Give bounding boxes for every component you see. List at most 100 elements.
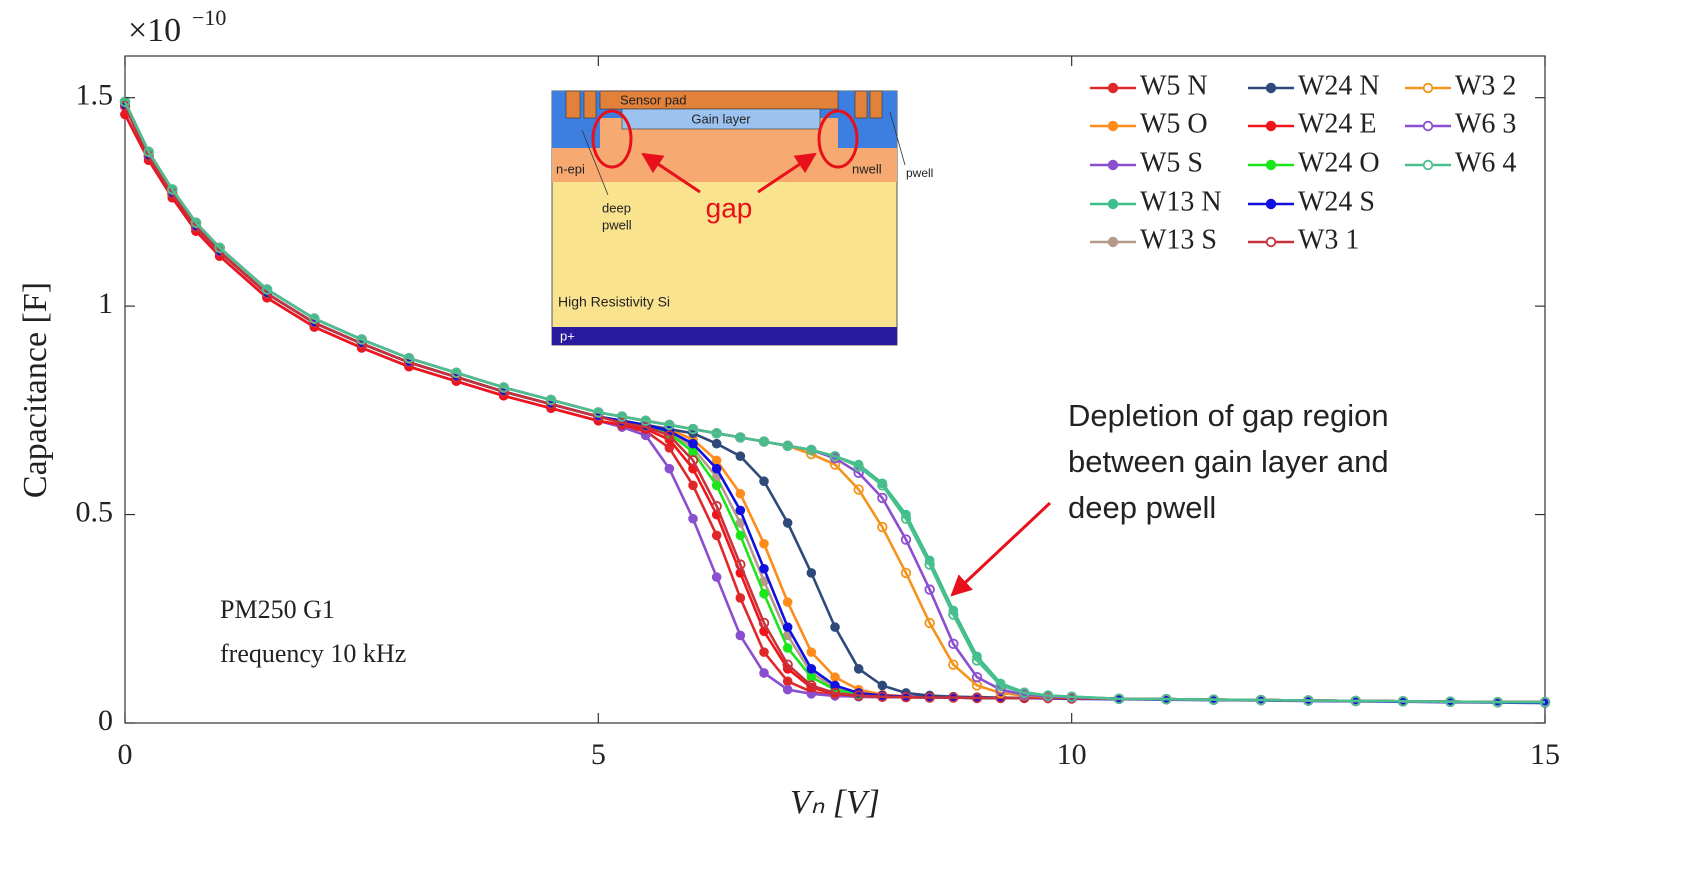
data-point (782, 643, 793, 653)
data-point (545, 394, 557, 406)
data-point (1042, 690, 1054, 701)
data-point (1539, 696, 1551, 708)
data-point (900, 534, 912, 545)
data-point (616, 417, 628, 429)
inset-label: pwell (602, 217, 632, 232)
legend-label: W13 N (1140, 186, 1222, 217)
data-point (356, 334, 367, 345)
data-point (119, 100, 131, 112)
legend-label: W3 2 (1455, 70, 1516, 101)
legend-marker (1107, 198, 1119, 210)
data-point (687, 423, 699, 435)
data-point (971, 671, 983, 683)
data-point (948, 609, 959, 620)
legend-marker (1107, 82, 1119, 94)
data-point (735, 432, 746, 443)
data-point (261, 284, 273, 295)
y-multiplier: ×10 (128, 12, 181, 49)
x-axis-label: Vₙ [V] (790, 784, 880, 821)
data-point (758, 436, 770, 447)
data-point (688, 513, 698, 524)
data-point (829, 451, 841, 462)
legend-marker (1422, 82, 1434, 94)
legend-label: W5 S (1140, 147, 1203, 178)
data-point (830, 680, 840, 691)
legend-marker (1422, 120, 1434, 132)
data-point (759, 647, 769, 657)
legend-marker (1422, 159, 1434, 171)
data-point (900, 567, 912, 579)
legend-label: W24 O (1298, 147, 1380, 178)
data-point (806, 672, 817, 682)
legend-label: W24 S (1298, 186, 1375, 217)
data-point (759, 588, 769, 599)
data-point (616, 411, 628, 422)
data-point (1303, 695, 1314, 706)
data-point (640, 415, 651, 426)
data-point (711, 463, 722, 474)
data-point (782, 684, 793, 695)
pointer (889, 111, 906, 166)
data-point (971, 692, 983, 704)
callout-arrow (950, 501, 1052, 597)
data-point (1255, 694, 1267, 706)
data-point (640, 421, 651, 433)
series-line (123, 101, 1545, 704)
y-tick-label: 1.5 (76, 79, 114, 112)
data-point (735, 488, 746, 499)
data-point (1066, 691, 1077, 702)
series (119, 96, 1551, 708)
legend-marker (1265, 82, 1277, 94)
data-point (403, 353, 415, 364)
data-point (190, 217, 202, 228)
data-point (735, 505, 746, 516)
inset-diagram: Sensor pad Gain layer n-epi nwell pwell … (551, 90, 933, 346)
inset-label: deep (602, 200, 631, 215)
well (854, 90, 868, 119)
p-plus (552, 327, 897, 345)
data-point (924, 617, 935, 629)
data-point (806, 647, 817, 657)
well (583, 90, 597, 119)
inset-label: pwell (906, 166, 933, 180)
inset-label: p+ (560, 328, 575, 343)
data-point (853, 461, 864, 472)
note: frequency 10 kHz (220, 639, 406, 668)
legend-marker (1265, 159, 1277, 171)
legend-label: W24 N (1298, 70, 1380, 101)
data-point (900, 513, 912, 524)
legend-label: W24 E (1298, 108, 1377, 139)
note: PM250 G1 (220, 595, 335, 624)
data-point (759, 538, 769, 549)
data-point (948, 659, 959, 670)
data-point (1161, 694, 1172, 705)
data-point (711, 428, 722, 439)
data-point (167, 184, 178, 195)
data-point (782, 440, 793, 451)
callout: between gain layer and (1068, 444, 1389, 479)
data-point (593, 407, 604, 418)
data-point (688, 438, 698, 449)
callout: Depletion of gap region (1068, 398, 1389, 433)
legend-marker (1265, 236, 1277, 248)
x-tick-label: 10 (1057, 738, 1087, 771)
data-point (782, 518, 793, 528)
gap-label: gap (706, 192, 753, 223)
data-point (688, 480, 698, 491)
data-point (711, 530, 722, 541)
data-point (853, 664, 864, 674)
data-point (924, 584, 935, 595)
legend-marker (1265, 198, 1277, 210)
legend-label: W5 N (1140, 70, 1208, 101)
data-point (877, 521, 888, 533)
data-point (782, 659, 793, 670)
gap-ellipse (591, 109, 633, 169)
data-point (758, 617, 770, 629)
data-point (735, 630, 746, 641)
data-point (214, 242, 225, 253)
data-point (830, 622, 840, 632)
data-point (735, 451, 746, 462)
data-point (664, 419, 675, 431)
data-point (948, 638, 959, 649)
